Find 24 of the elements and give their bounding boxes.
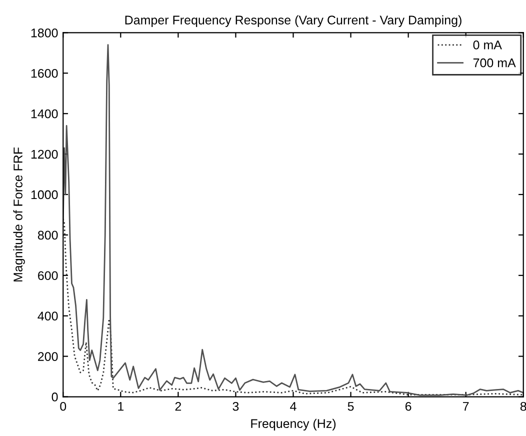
- x-tick-label: 8: [520, 402, 526, 411]
- y-axis-title: Magnitude of Force FRF: [13, 147, 25, 282]
- y-tick-label: 0: [52, 392, 58, 402]
- y-tick-label: 1000: [31, 190, 58, 200]
- x-tick-label: 5: [348, 402, 354, 411]
- x-tick-label: 6: [405, 402, 412, 411]
- chart-title: Damper Frequency Response (Vary Current - Vary Damping): [125, 15, 462, 27]
- legend-label: 0 mA: [473, 40, 502, 50]
- y-tick-label: 1400: [31, 109, 58, 118]
- y-tick-label: 600: [38, 271, 58, 280]
- x-tick-label: 4: [290, 402, 296, 411]
- y-tick-label: 200: [38, 352, 58, 361]
- x-tick-label: 3: [232, 402, 239, 411]
- x-tick-label: 1: [118, 402, 124, 411]
- x-tick-label: 2: [175, 402, 182, 411]
- x-axis-title: Frequency (Hz): [251, 418, 336, 430]
- x-tick-label: 0: [60, 402, 66, 411]
- y-tick-label: 1200: [31, 150, 58, 159]
- legend-label: 700 mA: [473, 58, 516, 68]
- y-tick-label: 1800: [31, 28, 58, 38]
- x-tick-label: 7: [463, 402, 469, 411]
- y-tick-label: 400: [38, 312, 58, 321]
- y-tick-label: 1600: [31, 68, 58, 78]
- y-tick-label: 800: [38, 230, 58, 240]
